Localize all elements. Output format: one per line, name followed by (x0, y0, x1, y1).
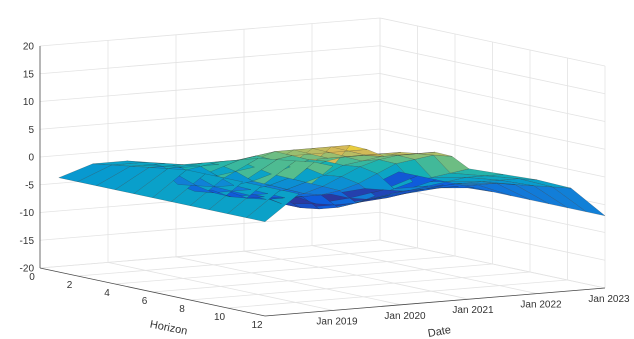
x-tick-label: 10 (214, 312, 226, 323)
grid-line (227, 279, 568, 309)
z-tick-label: -15 (20, 236, 35, 247)
grid-line (39, 211, 381, 241)
grid-line (114, 255, 456, 285)
z-tick-label: 15 (23, 69, 35, 80)
x-tick-label: 12 (251, 320, 263, 331)
x-axis-title: Horizon (149, 319, 188, 338)
grid-line (39, 73, 381, 102)
grid-line (311, 245, 538, 294)
grid-line (152, 263, 493, 293)
x-tick-label: 4 (104, 288, 110, 299)
y-tick-label: Jan 2023 (588, 294, 630, 305)
y-tick-label: Jan 2021 (452, 305, 494, 316)
y-axis-line (264, 287, 606, 317)
grid-line (175, 256, 402, 306)
tick-labels: -20 -15 -10 -5 0 5 10 15 20 0 2 4 6 8 10 12 Jan 2019 Jan … (20, 42, 630, 332)
y-tick-label: Jan 2019 (316, 316, 358, 327)
surface-patch (58, 163, 113, 182)
axes-grid (39, 17, 606, 317)
grid-line (107, 262, 334, 311)
surface-mesh (58, 145, 606, 222)
x-tick-label: 2 (67, 280, 73, 291)
grid-line (39, 100, 381, 130)
z-tick-label: 20 (23, 42, 35, 53)
x-tick-label: 6 (142, 296, 148, 307)
x-tick-label: 0 (29, 272, 35, 283)
grid-line (39, 45, 381, 75)
y-tick-label: Jan 2022 (520, 300, 562, 311)
grid-line (379, 239, 606, 289)
z-tick-label: 5 (28, 125, 34, 136)
grid-line (243, 250, 470, 300)
z-tick-label: -10 (20, 208, 35, 219)
grid-line (77, 247, 418, 277)
y-axis-title: Date (427, 324, 452, 339)
grid-line (189, 271, 531, 301)
z-tick-label: 10 (23, 97, 35, 108)
grid-line (39, 239, 381, 269)
z-tick-label: -5 (25, 180, 34, 191)
grid-line (39, 128, 381, 158)
z-tick-label: -20 (20, 264, 35, 275)
x-tick-label: 8 (179, 304, 185, 315)
z-tick-label: 0 (28, 153, 34, 164)
y-tick-label: Jan 2020 (384, 311, 426, 322)
grid-line (39, 17, 381, 47)
x-axis-line (39, 267, 266, 317)
